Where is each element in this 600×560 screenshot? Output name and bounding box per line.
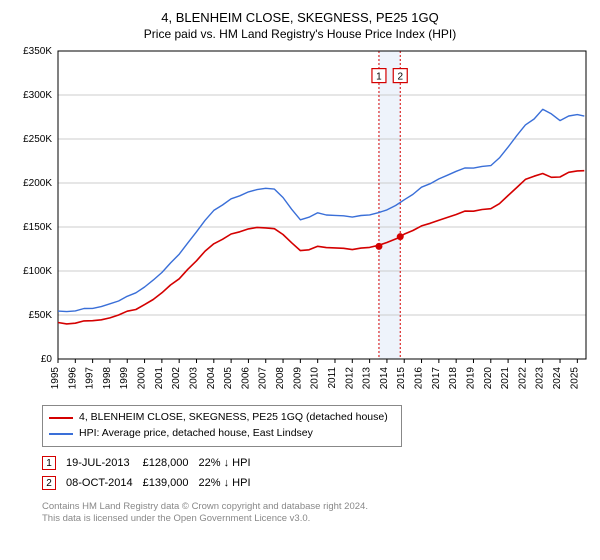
svg-text:£300K: £300K <box>23 90 52 101</box>
svg-text:2015: 2015 <box>396 367 407 390</box>
svg-text:2021: 2021 <box>500 367 511 390</box>
title-address: 4, BLENHEIM CLOSE, SKEGNESS, PE25 1GQ <box>8 10 592 25</box>
svg-text:2018: 2018 <box>448 367 459 390</box>
svg-text:£0: £0 <box>41 354 53 365</box>
svg-text:2000: 2000 <box>137 367 148 390</box>
svg-text:2019: 2019 <box>465 367 476 390</box>
svg-text:2012: 2012 <box>344 367 355 390</box>
svg-text:1996: 1996 <box>67 367 78 390</box>
title-subtitle: Price paid vs. HM Land Registry's House … <box>8 27 592 41</box>
footer-line1: Contains HM Land Registry data © Crown c… <box>42 501 592 514</box>
svg-text:2004: 2004 <box>206 367 217 390</box>
legend-swatch <box>49 417 73 419</box>
chart-titles: 4, BLENHEIM CLOSE, SKEGNESS, PE25 1GQ Pr… <box>8 10 592 41</box>
transaction-marker: 2 <box>42 476 56 490</box>
svg-text:£250K: £250K <box>23 134 52 145</box>
svg-text:1995: 1995 <box>50 367 61 390</box>
svg-text:£150K: £150K <box>23 222 52 233</box>
svg-text:2007: 2007 <box>258 367 269 390</box>
svg-text:2017: 2017 <box>431 367 442 390</box>
svg-text:2: 2 <box>397 72 403 83</box>
svg-text:2014: 2014 <box>379 367 390 390</box>
legend-label: 4, BLENHEIM CLOSE, SKEGNESS, PE25 1GQ (d… <box>79 410 388 426</box>
transaction-date: 08-OCT-2014 <box>66 473 143 493</box>
svg-text:2010: 2010 <box>310 367 321 390</box>
svg-text:2013: 2013 <box>362 367 373 390</box>
svg-text:2024: 2024 <box>552 367 563 390</box>
legend-item: HPI: Average price, detached house, East… <box>49 426 395 442</box>
svg-text:£350K: £350K <box>23 47 52 57</box>
transaction-price: £128,000 <box>143 453 199 473</box>
svg-text:£200K: £200K <box>23 178 52 189</box>
transaction-diff: 22% ↓ HPI <box>199 473 261 493</box>
footer-line2: This data is licensed under the Open Gov… <box>42 513 592 526</box>
svg-text:2002: 2002 <box>171 367 182 390</box>
svg-text:2022: 2022 <box>517 367 528 390</box>
transactions-table: 1 19-JUL-2013£128,00022% ↓ HPI 2 08-OCT-201… <box>42 453 261 493</box>
svg-text:2006: 2006 <box>240 367 251 390</box>
legend-item: 4, BLENHEIM CLOSE, SKEGNESS, PE25 1GQ (d… <box>49 410 395 426</box>
svg-text:1: 1 <box>376 72 382 83</box>
svg-text:1997: 1997 <box>85 367 96 390</box>
chart-plot: £0 £50K £100K £150K £200K £250K £300K £350K 1995… <box>8 47 592 399</box>
svg-text:2001: 2001 <box>154 367 165 390</box>
svg-text:2011: 2011 <box>327 367 338 389</box>
transaction-row: 1 19-JUL-2013£128,00022% ↓ HPI <box>42 453 261 473</box>
chart-svg: £0 £50K £100K £150K £200K £250K £300K £350K 1995… <box>8 47 592 399</box>
legend: 4, BLENHEIM CLOSE, SKEGNESS, PE25 1GQ (d… <box>42 405 402 447</box>
transaction-price: £139,000 <box>143 473 199 493</box>
svg-text:£50K: £50K <box>29 310 53 321</box>
svg-text:1998: 1998 <box>102 367 113 390</box>
legend-label: HPI: Average price, detached house, East… <box>79 426 313 442</box>
svg-text:2025: 2025 <box>569 367 580 390</box>
legend-swatch <box>49 433 73 435</box>
transaction-diff: 22% ↓ HPI <box>199 453 261 473</box>
svg-text:2020: 2020 <box>483 367 494 390</box>
svg-text:1999: 1999 <box>119 367 130 390</box>
transaction-row: 2 08-OCT-2014£139,00022% ↓ HPI <box>42 473 261 493</box>
svg-text:2023: 2023 <box>535 367 546 390</box>
chart-container: { "title_line1": "4, BLENHEIM CLOSE, SKE… <box>0 0 600 530</box>
transaction-marker: 1 <box>42 456 56 470</box>
svg-text:2016: 2016 <box>414 367 425 390</box>
svg-text:2003: 2003 <box>188 367 199 390</box>
svg-text:2009: 2009 <box>292 367 303 390</box>
footer-attribution: Contains HM Land Registry data © Crown c… <box>42 501 592 527</box>
svg-text:£100K: £100K <box>23 266 52 277</box>
svg-text:2005: 2005 <box>223 367 234 390</box>
transaction-date: 19-JUL-2013 <box>66 453 143 473</box>
svg-text:2008: 2008 <box>275 367 286 390</box>
